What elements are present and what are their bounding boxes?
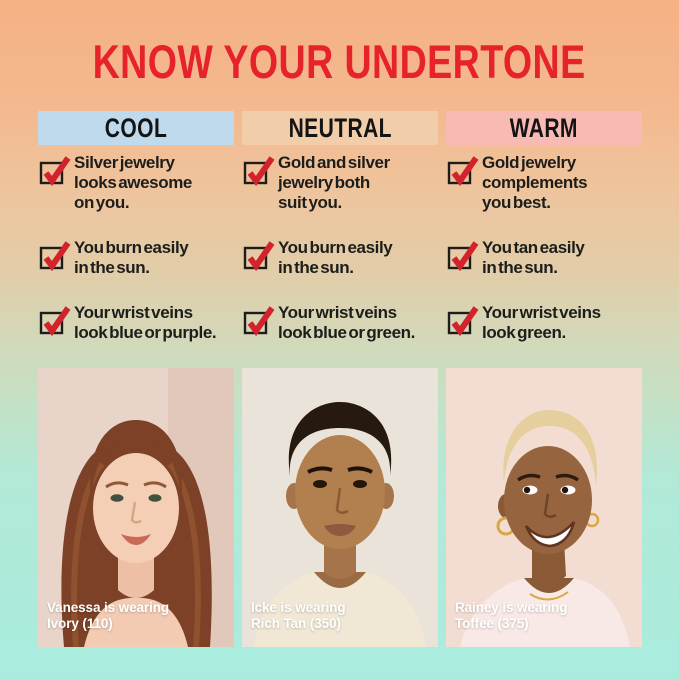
checked-checkbox-icon bbox=[39, 241, 71, 271]
checklist-item-text: Your wrist veins look blue or purple. bbox=[74, 303, 217, 343]
checked-checkbox-icon bbox=[447, 241, 479, 271]
text-line: jewelry both bbox=[278, 173, 370, 192]
checked-checkbox-icon bbox=[39, 306, 71, 336]
portrait-illustration-icke bbox=[242, 368, 438, 647]
column-header-cool: COOL bbox=[38, 111, 234, 145]
checked-checkbox-icon bbox=[447, 156, 479, 186]
checklist-item-text: Gold jewelry complements you best. bbox=[482, 153, 588, 213]
checklist-item: Gold and silver jewelry both suit you. bbox=[242, 153, 438, 213]
caption-line: Icke is wearing bbox=[251, 600, 346, 615]
caption-shade: Ivory (110) bbox=[47, 616, 113, 631]
caption-shade: Rich Tan (350) bbox=[251, 616, 341, 631]
checklist-item-text: Gold and silver jewelry both suit you. bbox=[278, 153, 390, 213]
text-line: look blue or purple. bbox=[74, 323, 217, 342]
column-cool: COOL Silver jewelry looks awesome on you… bbox=[38, 111, 234, 647]
text-line: you best. bbox=[482, 193, 551, 212]
checklist-item-text: You tan easily in the sun. bbox=[482, 238, 585, 278]
checklist-item: Your wrist veins look blue or purple. bbox=[38, 303, 234, 343]
checked-checkbox-icon bbox=[243, 241, 275, 271]
caption-line: Rainey is wearing bbox=[455, 600, 568, 615]
model-photo-vanessa: Vanessa is wearing Ivory (110) bbox=[38, 368, 234, 647]
checklist-item: You tan easily in the sun. bbox=[446, 238, 642, 278]
model-photo-icke: Icke is wearing Rich Tan (350) bbox=[242, 368, 438, 647]
photo-caption: Rainey is wearing Toffee (375) bbox=[455, 600, 567, 632]
column-header-warm: WARM bbox=[446, 111, 642, 145]
text-line: complements bbox=[482, 173, 588, 192]
column-header-neutral-label: NEUTRAL bbox=[288, 112, 392, 143]
checklist-item: Gold jewelry complements you best. bbox=[446, 153, 642, 213]
column-header-neutral: NEUTRAL bbox=[242, 111, 438, 145]
portrait-illustration-vanessa bbox=[38, 368, 234, 647]
text-line: suit you. bbox=[278, 193, 342, 212]
checked-checkbox-icon bbox=[447, 306, 479, 336]
checked-checkbox-icon bbox=[243, 156, 275, 186]
column-header-cool-label: COOL bbox=[104, 112, 168, 143]
checklist-item-text: Your wrist veins look blue or green. bbox=[278, 303, 415, 343]
column-header-warm-label: WARM bbox=[509, 112, 579, 143]
checklist-item: You burn easily in the sun. bbox=[242, 238, 438, 278]
checked-checkbox-icon bbox=[39, 156, 71, 186]
comparison-board: COOL Silver jewelry looks awesome on you… bbox=[38, 111, 642, 647]
photo-caption: Vanessa is wearing Ivory (110) bbox=[47, 600, 169, 632]
text-line: Gold and silver bbox=[278, 153, 390, 172]
photo-caption: Icke is wearing Rich Tan (350) bbox=[251, 600, 346, 632]
portrait-illustration-rainey bbox=[446, 368, 642, 647]
text-line: looks awesome bbox=[74, 173, 192, 192]
checklist-item: Your wrist veins look blue or green. bbox=[242, 303, 438, 343]
text-line: Your wrist veins bbox=[482, 303, 601, 322]
text-line: Silver jewelry bbox=[74, 153, 175, 172]
text-line: in the sun. bbox=[74, 258, 150, 277]
checklist-item: You burn easily in the sun. bbox=[38, 238, 234, 278]
checklist-item-text: You burn easily in the sun. bbox=[74, 238, 189, 278]
model-photo-rainey: Rainey is wearing Toffee (375) bbox=[446, 368, 642, 647]
checklist-item-text: You burn easily in the sun. bbox=[278, 238, 393, 278]
checklist-neutral: Gold and silver jewelry both suit you. Y… bbox=[242, 153, 438, 360]
page-title-text: KNOW YOUR UNDERTONE bbox=[93, 35, 586, 88]
text-line: Your wrist veins bbox=[278, 303, 397, 322]
text-line: in the sun. bbox=[482, 258, 558, 277]
checklist-item: Silver jewelry looks awesome on you. bbox=[38, 153, 234, 213]
checked-checkbox-icon bbox=[243, 306, 275, 336]
caption-line: Vanessa is wearing bbox=[47, 600, 170, 615]
checklist-item-text: Silver jewelry looks awesome on you. bbox=[74, 153, 192, 213]
text-line: look green. bbox=[482, 323, 566, 342]
text-line: Gold jewelry bbox=[482, 153, 576, 172]
text-line: You burn easily bbox=[278, 238, 393, 257]
text-line: Your wrist veins bbox=[74, 303, 193, 322]
checklist-item-text: Your wrist veins look green. bbox=[482, 303, 601, 343]
checklist-cool: Silver jewelry looks awesome on you. You… bbox=[38, 153, 234, 360]
text-line: on you. bbox=[74, 193, 130, 212]
column-warm: WARM Gold jewelry complements you best. … bbox=[446, 111, 642, 647]
text-line: in the sun. bbox=[278, 258, 354, 277]
text-line: look blue or green. bbox=[278, 323, 415, 342]
page-title: KNOW YOUR UNDERTONE bbox=[0, 34, 679, 89]
checklist-warm: Gold jewelry complements you best. You t… bbox=[446, 153, 642, 360]
column-neutral: NEUTRAL Gold and silver jewelry both sui… bbox=[242, 111, 438, 647]
text-line: You tan easily bbox=[482, 238, 585, 257]
caption-shade: Toffee (375) bbox=[455, 616, 529, 631]
text-line: You burn easily bbox=[74, 238, 189, 257]
checklist-item: Your wrist veins look green. bbox=[446, 303, 642, 343]
